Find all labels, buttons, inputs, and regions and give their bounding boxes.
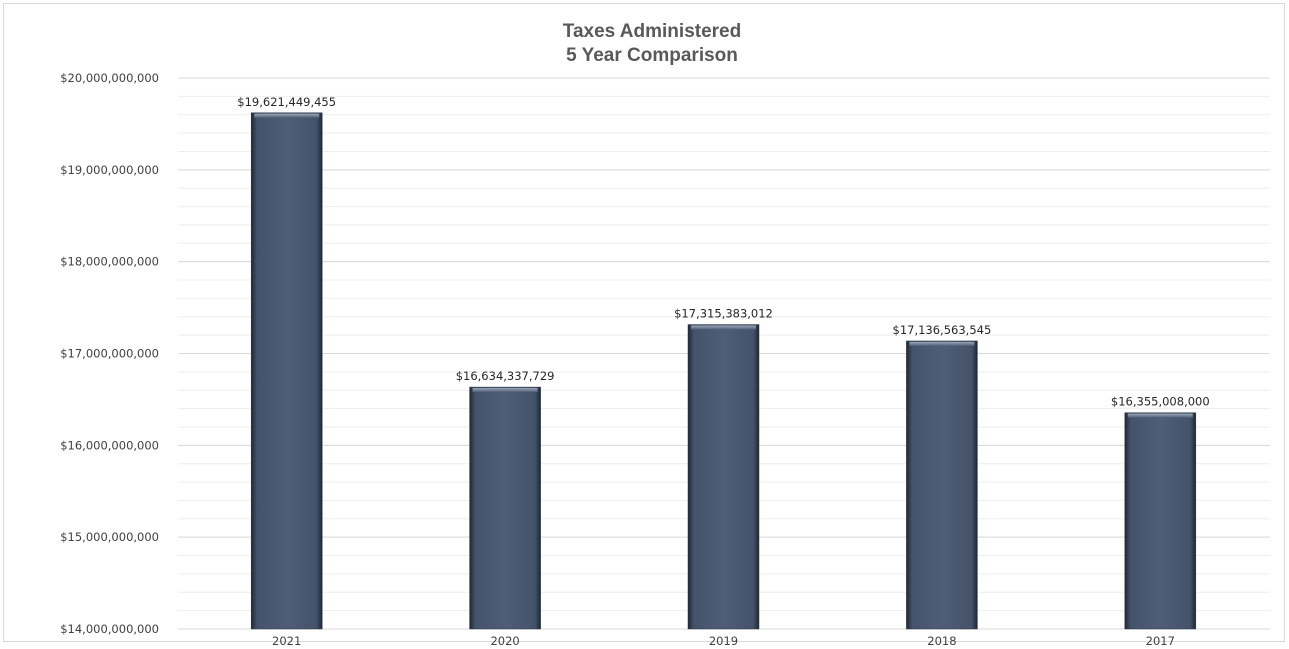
x-tick-label: 2018: [927, 634, 956, 648]
x-tick-label: 2017: [1146, 634, 1175, 648]
bar-top-highlight: [472, 388, 538, 393]
data-label-2021: $19,621,449,455: [237, 95, 336, 109]
bar-top-highlight: [254, 113, 320, 118]
chart-area: $14,000,000,000 $15,000,000,000 $16,000,00…: [3, 3, 1285, 648]
chart-subtitle: 5 Year Comparison: [566, 45, 738, 66]
bar-chart: $14,000,000,000 $15,000,000,000 $16,000,00…: [60, 21, 1270, 648]
x-tick-label: 2019: [709, 634, 738, 648]
y-tick-label: $14,000,000,000: [60, 622, 159, 636]
bar-2021: [250, 112, 323, 630]
bar-2017: [1124, 412, 1197, 630]
y-tick-label: $20,000,000,000: [60, 71, 159, 85]
bar-2018: [906, 340, 978, 630]
x-tick-label: 2021: [272, 634, 301, 648]
y-tick-label: $17,000,000,000: [60, 347, 159, 361]
y-tick-label: $15,000,000,000: [60, 530, 159, 544]
x-tick-label: 2020: [490, 634, 519, 648]
data-label-2019: $17,315,383,012: [674, 307, 773, 321]
bar-2019: [687, 324, 760, 630]
data-label-2020: $16,634,337,729: [456, 369, 555, 383]
y-tick-label: $16,000,000,000: [60, 438, 159, 452]
data-label-2018: $17,136,563,545: [893, 323, 992, 337]
y-tick-label: $18,000,000,000: [60, 255, 159, 269]
bar-top-highlight: [1127, 413, 1193, 418]
bar-top-highlight: [691, 325, 756, 330]
data-label-2017: $16,355,008,000: [1111, 395, 1210, 409]
bar-top-highlight: [909, 341, 975, 346]
y-tick-label: $19,000,000,000: [60, 163, 159, 177]
bar-2020: [469, 386, 541, 630]
chart-title: Taxes Administered: [563, 21, 741, 42]
